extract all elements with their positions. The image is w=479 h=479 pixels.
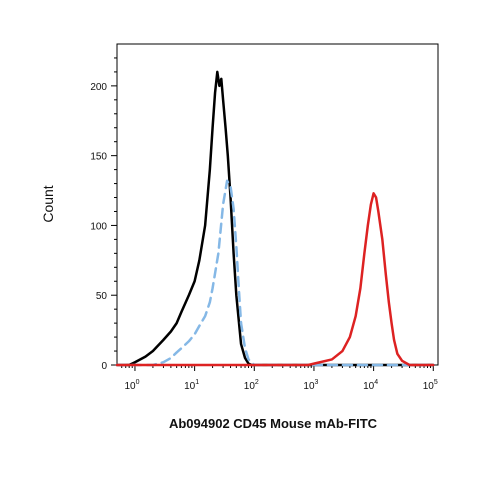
series-line-3 [115, 192, 435, 367]
x-tick-label: 100 [124, 379, 139, 392]
series-layer [115, 70, 435, 367]
series-line-2 [115, 179, 435, 367]
x-tick-label: 102 [244, 379, 259, 392]
chart-caption: Ab094902 CD45 Mouse mAb-FITC [169, 416, 378, 431]
x-tick-label: 105 [423, 379, 438, 392]
series-line-1 [115, 70, 435, 367]
y-tick-label: 50 [96, 291, 108, 302]
x-tick-label: 101 [184, 379, 199, 392]
x-axis-ticks: 100 101 102 103 104 105 [121, 365, 438, 392]
y-axis-title: Count [40, 185, 56, 222]
y-tick-label: 200 [90, 82, 107, 93]
y-tick-label: 100 [90, 221, 107, 232]
y-axis-ticks: 0 50 100 150 200 [90, 57, 117, 372]
y-tick-label: 150 [90, 152, 107, 163]
x-tick-label: 104 [363, 379, 378, 392]
x-tick-label: 103 [303, 379, 318, 392]
y-tick-label: 0 [101, 361, 107, 372]
